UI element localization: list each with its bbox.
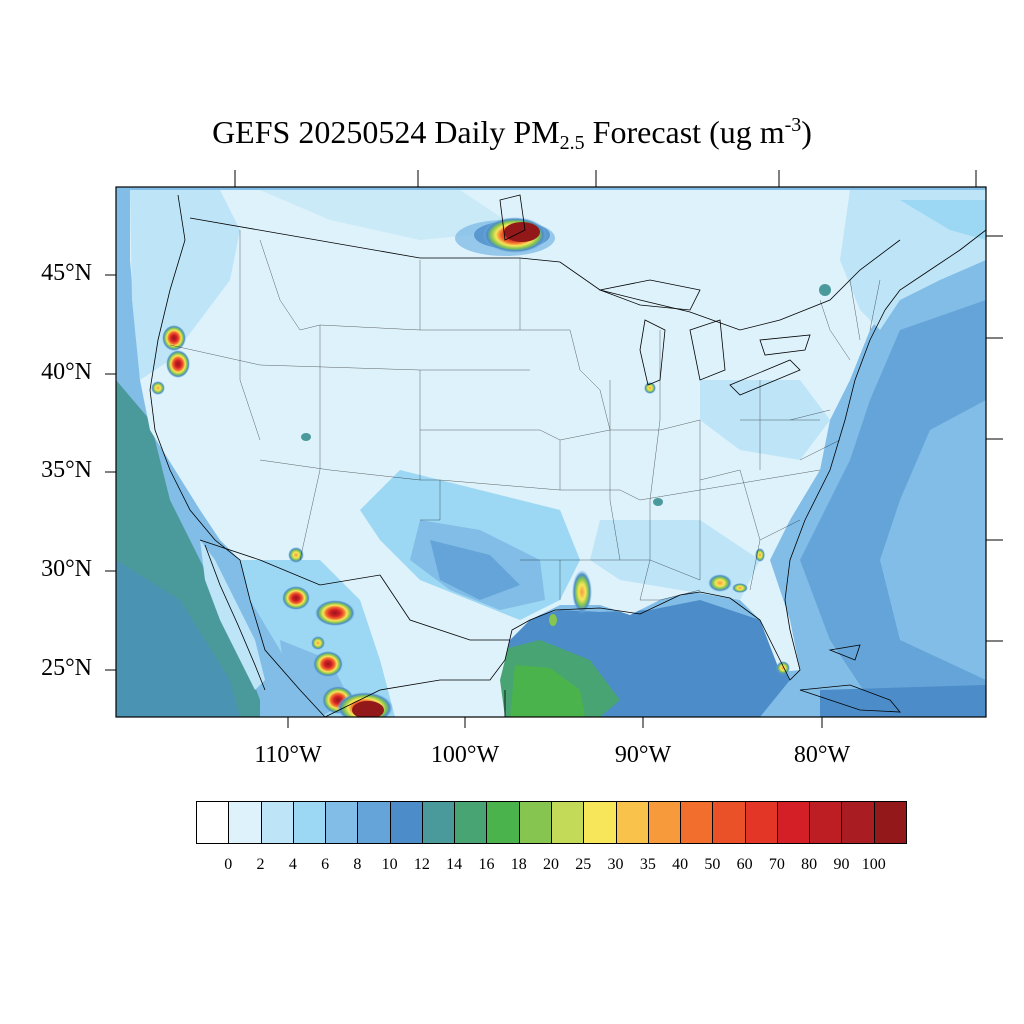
colorbar-swatch [647, 801, 682, 844]
colorbar-swatch [196, 801, 230, 844]
lon-label-80w: 80°W [793, 742, 851, 768]
colorbar-swatch [776, 801, 811, 844]
colorbar-label: 12 [413, 856, 430, 873]
colorbar-label: 10 [381, 856, 398, 873]
colorbar-swatch [551, 801, 585, 844]
colorbar-swatch [712, 801, 746, 844]
colorbar-swatch [583, 801, 617, 844]
lat-label-40: 40°N [41, 359, 92, 385]
colorbar-label: 50 [704, 856, 721, 873]
title-prefix: GEFS 20250524 Daily PM [212, 114, 560, 150]
colorbar-swatch [228, 801, 262, 844]
lon-label-90w: 90°W [614, 742, 672, 768]
colorbar-label: 40 [672, 856, 689, 873]
colorbar-swatch [486, 801, 520, 844]
colorbar-swatch [744, 801, 778, 844]
colorbar-swatch [389, 801, 423, 844]
colorbar-label: 60 [736, 856, 753, 873]
colorbar-label: 0 [224, 856, 233, 873]
title-middle: Forecast (ug m [584, 114, 785, 150]
colorbar-label: 2 [256, 856, 265, 873]
lat-label-45: 45°N [41, 260, 92, 286]
chart-title: GEFS 20250524 Daily PM2.5 Forecast (ug m… [0, 114, 1024, 155]
colorbar-label: 100 [861, 856, 886, 873]
colorbar-label: 16 [478, 856, 495, 873]
colorbar-swatch [325, 801, 359, 844]
colorbar-label: 20 [543, 856, 559, 873]
colorbar-label: 35 [639, 856, 656, 873]
colorbar-swatch [873, 801, 907, 844]
colorbar-swatch [615, 801, 649, 844]
colorbar-swatch [421, 801, 456, 844]
lat-label-25: 25°N [41, 655, 92, 681]
colorbar-swatch [292, 801, 327, 844]
colorbar-swatch [454, 801, 488, 844]
colorbar-swatch [841, 801, 875, 844]
title-superscript: -3 [784, 114, 802, 136]
colorbar-label: 25 [575, 856, 592, 873]
lat-label-35: 35°N [41, 457, 92, 483]
map-field [116, 187, 986, 717]
colorbar-label: 8 [353, 856, 362, 873]
title-suffix: ) [801, 114, 812, 150]
colorbar-swatch [809, 801, 843, 844]
colorbar-label: 18 [510, 856, 527, 873]
colorbar-label: 70 [768, 856, 785, 873]
lon-label-100w: 100°W [430, 742, 500, 768]
colorbar-swatch [260, 801, 294, 844]
colorbar-label: 30 [607, 856, 624, 873]
colorbar-label: 14 [446, 856, 463, 873]
colorbar-label: 4 [288, 856, 297, 873]
colorbar-swatch [680, 801, 714, 844]
lat-label-30: 30°N [41, 556, 92, 582]
title-subscript: 2.5 [559, 132, 585, 154]
colorbar-swatch [518, 801, 552, 844]
colorbar-label: 90 [833, 856, 850, 873]
colorbar-label: 6 [321, 856, 330, 873]
colorbar-swatch [357, 801, 391, 844]
colorbar-label: 80 [801, 856, 818, 873]
lon-label-110w: 110°W [254, 742, 322, 768]
